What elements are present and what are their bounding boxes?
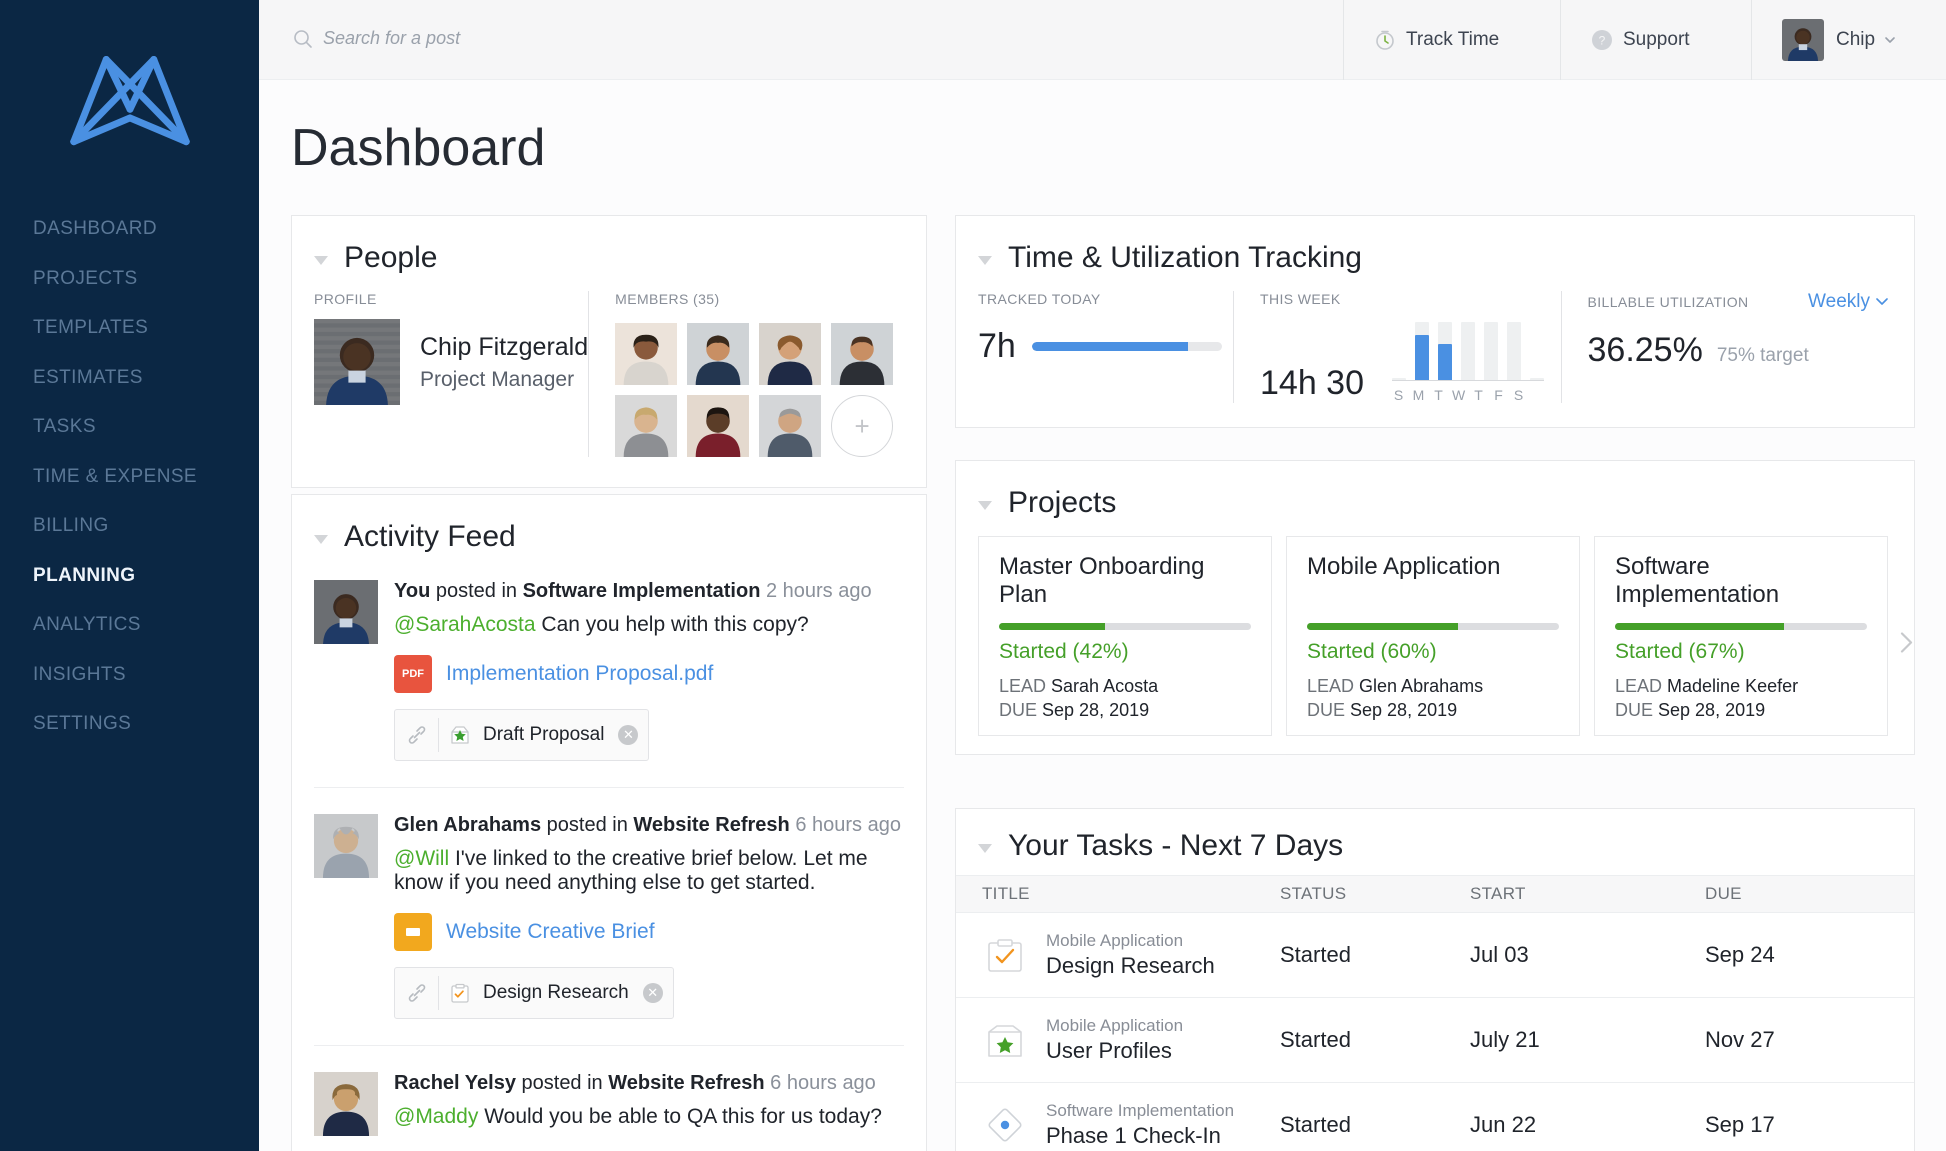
svg-text:?: ? <box>1599 34 1606 48</box>
